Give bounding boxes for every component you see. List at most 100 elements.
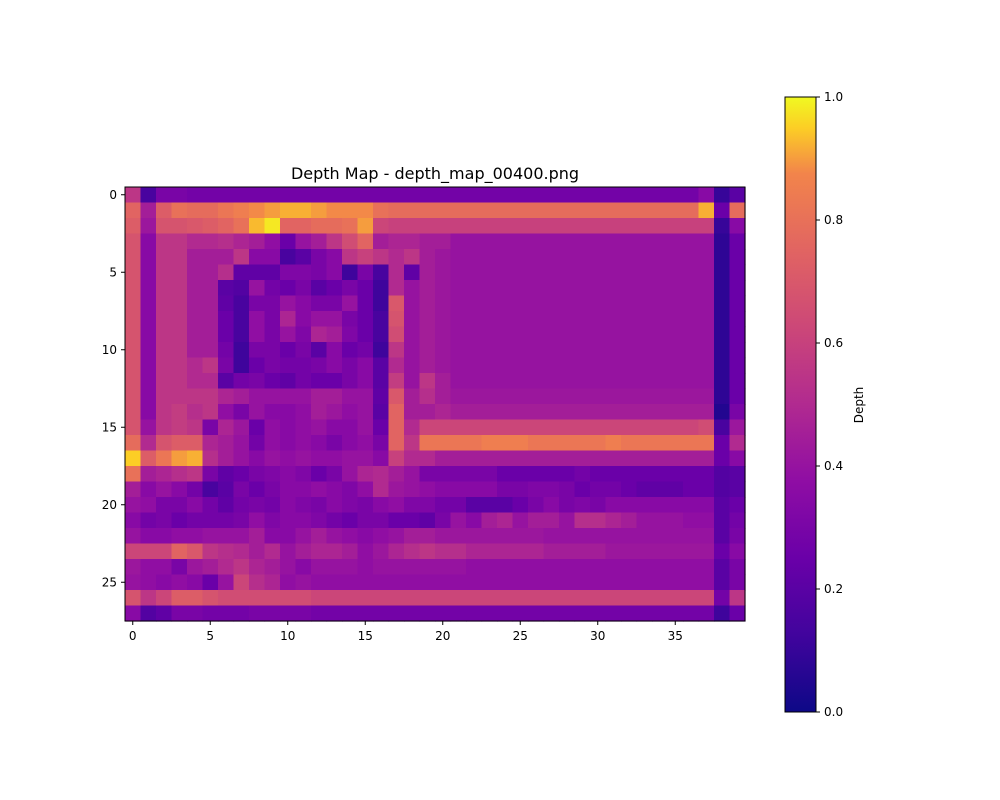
heatmap-cell <box>559 419 576 436</box>
heatmap-cell <box>156 373 173 390</box>
heatmap-cell <box>636 233 653 250</box>
heatmap-cell <box>466 280 483 297</box>
heatmap-cell <box>264 528 281 545</box>
heatmap-cell <box>605 342 622 359</box>
heatmap-cell <box>357 590 374 607</box>
heatmap-cell <box>140 311 157 328</box>
heatmap-cell <box>125 249 142 266</box>
heatmap-cell <box>156 218 173 235</box>
heatmap-cell <box>419 342 436 359</box>
heatmap-cell <box>590 264 607 281</box>
heatmap-cell <box>574 528 591 545</box>
heatmap-cell <box>714 435 731 452</box>
heatmap-cell <box>295 574 312 591</box>
heatmap-cell <box>419 497 436 514</box>
heatmap-cell <box>574 295 591 312</box>
heatmap-cell <box>373 435 390 452</box>
heatmap-cell <box>528 280 545 297</box>
heatmap-cell <box>295 202 312 219</box>
heatmap-cell <box>280 574 297 591</box>
heatmap-cell <box>512 373 529 390</box>
heatmap-cell <box>543 202 560 219</box>
heatmap-cell <box>295 311 312 328</box>
heatmap-cell <box>404 280 421 297</box>
heatmap-cell <box>559 574 576 591</box>
heatmap-cell <box>295 512 312 529</box>
heatmap-cell <box>171 295 188 312</box>
heatmap-cell <box>543 249 560 266</box>
heatmap-cell <box>156 512 173 529</box>
heatmap-cell <box>574 590 591 607</box>
heatmap-cell <box>419 233 436 250</box>
heatmap-cell <box>435 264 452 281</box>
heatmap-cell <box>528 388 545 405</box>
heatmap-cell <box>171 574 188 591</box>
heatmap-cell <box>373 311 390 328</box>
heatmap-cell <box>450 481 467 498</box>
heatmap-cell <box>404 357 421 374</box>
heatmap-cell <box>218 605 235 622</box>
heatmap-cell <box>729 311 746 328</box>
heatmap-cell <box>714 388 731 405</box>
heatmap-cell <box>605 388 622 405</box>
heatmap-cell <box>311 311 328 328</box>
heatmap-cell <box>559 497 576 514</box>
heatmap-cell <box>605 326 622 343</box>
heatmap-cell <box>156 528 173 545</box>
heatmap-cell <box>528 357 545 374</box>
heatmap-cell <box>233 326 250 343</box>
heatmap-cell <box>357 202 374 219</box>
heatmap-cell <box>466 512 483 529</box>
x-tick-label: 25 <box>513 629 528 643</box>
heatmap-cell <box>342 574 359 591</box>
heatmap-cell <box>497 373 514 390</box>
heatmap-cell <box>326 590 343 607</box>
heatmap-cell <box>125 202 142 219</box>
heatmap-cell <box>140 357 157 374</box>
heatmap-cell <box>140 295 157 312</box>
heatmap-cell <box>435 373 452 390</box>
heatmap-cell <box>342 233 359 250</box>
heatmap-cell <box>264 342 281 359</box>
heatmap-cell <box>512 605 529 622</box>
heatmap-cell <box>311 559 328 576</box>
heatmap-cell <box>605 435 622 452</box>
heatmap-cell <box>714 404 731 421</box>
heatmap-cell <box>683 559 700 576</box>
heatmap-cell <box>187 481 204 498</box>
heatmap-cell <box>404 590 421 607</box>
heatmap-cell <box>264 512 281 529</box>
heatmap-cell <box>590 280 607 297</box>
heatmap-cell <box>187 590 204 607</box>
heatmap-cell <box>249 466 266 483</box>
heatmap-cell <box>450 295 467 312</box>
heatmap-cell <box>729 342 746 359</box>
heatmap-cell <box>636 512 653 529</box>
heatmap-cell <box>326 605 343 622</box>
heatmap-cell <box>373 574 390 591</box>
heatmap-cell <box>543 512 560 529</box>
heatmap-cell <box>652 450 669 467</box>
heatmap-cell <box>683 295 700 312</box>
heatmap-cell <box>404 528 421 545</box>
heatmap-cell <box>543 435 560 452</box>
heatmap-cell <box>404 435 421 452</box>
heatmap-cell <box>698 326 715 343</box>
heatmap-cell <box>404 295 421 312</box>
heatmap-cell <box>528 233 545 250</box>
heatmap-cell <box>202 187 219 204</box>
heatmap-cell <box>326 543 343 560</box>
heatmap-cell <box>543 342 560 359</box>
heatmap-cell <box>373 388 390 405</box>
heatmap-cell <box>605 574 622 591</box>
heatmap-cell <box>311 373 328 390</box>
heatmap-cell <box>621 419 638 436</box>
heatmap-cell <box>497 481 514 498</box>
heatmap-cell <box>156 543 173 560</box>
heatmap-cell <box>156 187 173 204</box>
heatmap-cell <box>652 419 669 436</box>
heatmap-cell <box>264 357 281 374</box>
heatmap-cell <box>388 202 405 219</box>
heatmap-cell <box>636 326 653 343</box>
heatmap-cell <box>419 311 436 328</box>
